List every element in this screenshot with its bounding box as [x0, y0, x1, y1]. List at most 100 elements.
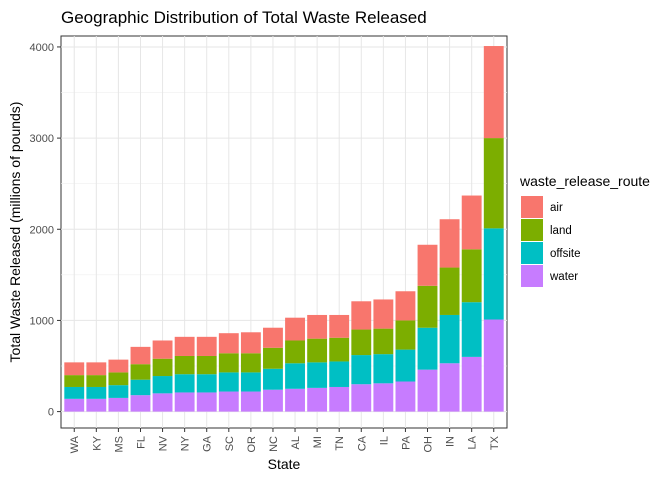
x-tick-label: WA	[69, 435, 81, 453]
bar-segment-water-TX	[483, 319, 504, 412]
x-tick-label: IL	[378, 436, 390, 445]
bar-segment-water-WA	[64, 398, 85, 412]
bar-segment-water-OR	[240, 391, 261, 412]
bar-segment-air-OH	[417, 244, 438, 286]
bars	[64, 46, 504, 412]
x-tick-label: NC	[268, 436, 280, 452]
bar-segment-offsite-SC	[218, 372, 239, 392]
legend-key-air	[521, 196, 543, 218]
y-axis: 0 1000 2000 3000 4000	[30, 42, 61, 419]
x-axis-title: State	[268, 456, 301, 472]
x-tick-label: TN	[334, 436, 346, 451]
bar-segment-land-WA	[64, 375, 85, 387]
x-tick-label: IN	[445, 436, 457, 447]
bar-segment-water-AL	[285, 388, 305, 412]
x-tick-label: LA	[467, 435, 479, 449]
x-tick-label: NY	[180, 435, 192, 451]
bar-segment-water-OH	[417, 369, 438, 412]
bar-segment-land-MI	[307, 338, 328, 363]
legend-label-land: land	[550, 225, 572, 237]
x-tick-label: NV	[158, 435, 170, 451]
bar-segment-water-IN	[439, 363, 460, 412]
x-tick-label: MS	[113, 436, 125, 453]
legend: air land offsite water	[521, 196, 580, 287]
bar-segment-air-FL	[130, 346, 151, 365]
bar-segment-water-IL	[373, 383, 394, 412]
bar-segment-air-GA	[196, 336, 217, 356]
bar-segment-land-OR	[240, 353, 261, 373]
legend-key-water	[521, 265, 543, 287]
bar-segment-land-NV	[152, 358, 173, 377]
bar-segment-land-OH	[417, 285, 438, 328]
y-axis-title: Total Waste Released (millions of pounds…	[7, 102, 23, 363]
bar-segment-offsite-NC	[263, 368, 283, 390]
x-tick-label: CA	[356, 435, 368, 451]
bar-segment-water-MS	[108, 397, 129, 412]
bar-segment-water-KY	[86, 398, 107, 412]
bar-segment-water-PA	[395, 381, 416, 412]
legend-label-air: air	[550, 202, 563, 214]
bar-segment-water-TN	[329, 386, 350, 412]
x-tick-label: GA	[202, 435, 214, 452]
bar-segment-air-NY	[174, 336, 195, 356]
bar-segment-land-NY	[174, 355, 195, 375]
bar-segment-air-AL	[285, 317, 305, 341]
bar-segment-air-WA	[64, 362, 85, 376]
bar-segment-offsite-MI	[307, 362, 328, 388]
bar-segment-land-NC	[263, 347, 283, 369]
bar-segment-offsite-TN	[329, 361, 350, 387]
bar-segment-offsite-CA	[351, 355, 372, 385]
legend-label-offsite: offsite	[550, 248, 580, 260]
bar-segment-offsite-GA	[196, 374, 217, 393]
bar-segment-offsite-TX	[483, 228, 504, 320]
bar-segment-air-CA	[351, 301, 372, 330]
bar-segment-offsite-OH	[417, 327, 438, 370]
x-tick-label: KY	[91, 435, 103, 450]
y-tick-label: 0	[48, 407, 54, 419]
y-tick-label: 2000	[30, 224, 54, 236]
bar-segment-land-AL	[285, 340, 305, 364]
legend-key-land	[521, 219, 543, 241]
x-tick-label: AL	[290, 436, 302, 449]
bar-segment-air-MI	[307, 314, 328, 339]
y-tick-label: 4000	[30, 42, 54, 54]
bar-segment-air-KY	[86, 362, 107, 376]
bar-segment-land-MS	[108, 372, 129, 386]
bar-segment-land-LA	[461, 249, 482, 303]
bar-segment-air-OR	[240, 332, 261, 354]
bar-segment-air-LA	[461, 195, 482, 250]
bar-segment-offsite-AL	[285, 363, 305, 389]
bar-segment-offsite-NV	[152, 376, 173, 394]
bar-segment-offsite-IN	[439, 314, 460, 364]
bar-segment-offsite-NY	[174, 374, 195, 393]
bar-segment-land-IL	[373, 328, 394, 355]
bar-segment-air-TX	[483, 46, 504, 139]
x-tick-label: TX	[489, 435, 501, 450]
bar-segment-water-NY	[174, 392, 195, 412]
bar-segment-air-NV	[152, 340, 173, 359]
bar-segment-land-GA	[196, 355, 217, 375]
bar-segment-air-IL	[373, 299, 394, 329]
bar-segment-offsite-IL	[373, 354, 394, 384]
bar-segment-water-NV	[152, 393, 173, 412]
bar-segment-land-SC	[218, 353, 239, 373]
x-tick-label: OH	[423, 436, 435, 453]
bar-segment-offsite-FL	[130, 379, 151, 396]
bar-segment-water-CA	[351, 384, 372, 412]
bar-segment-water-LA	[461, 356, 482, 412]
bar-segment-offsite-KY	[86, 386, 107, 399]
bar-segment-air-MS	[108, 359, 129, 373]
x-tick-label: FL	[135, 436, 147, 449]
x-tick-label: PA	[400, 435, 412, 450]
bar-segment-land-PA	[395, 320, 416, 350]
bar-segment-land-TN	[329, 337, 350, 362]
x-tick-label: SC	[224, 436, 236, 451]
bar-segment-land-FL	[130, 364, 151, 380]
bar-segment-air-SC	[218, 333, 239, 354]
bar-segment-land-KY	[86, 375, 107, 387]
chart-title: Geographic Distribution of Total Waste R…	[61, 8, 427, 27]
bar-segment-land-TX	[483, 138, 504, 229]
bar-segment-offsite-PA	[395, 349, 416, 382]
bar-segment-offsite-MS	[108, 385, 129, 398]
